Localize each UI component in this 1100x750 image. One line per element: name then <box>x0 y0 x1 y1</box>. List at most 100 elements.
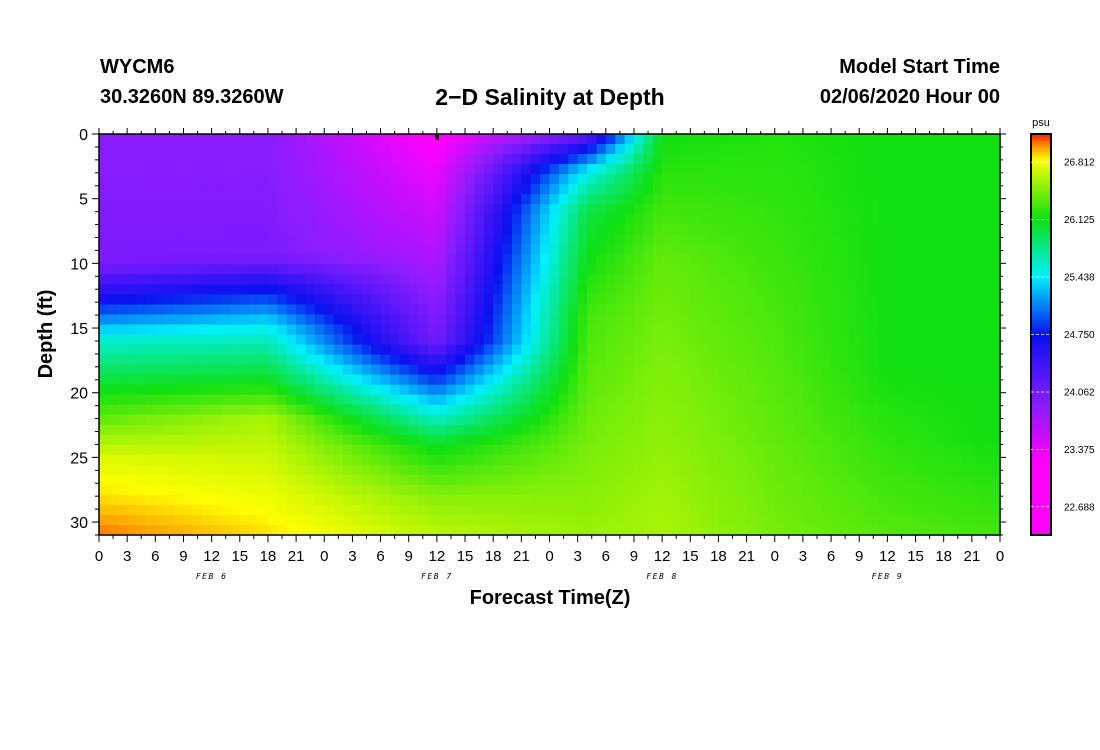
heatmap-cell <box>361 244 372 255</box>
heatmap-cell <box>990 444 1001 456</box>
heatmap-cell <box>746 404 757 416</box>
heatmap-cell <box>305 244 316 255</box>
heatmap-cell <box>493 424 504 436</box>
heatmap-cell <box>934 294 945 306</box>
heatmap-cell <box>483 504 494 516</box>
heatmap-cell <box>699 444 710 456</box>
heatmap-cell <box>324 374 335 386</box>
heatmap-cell <box>596 354 607 366</box>
heatmap-cell <box>183 154 194 165</box>
heatmap-cell <box>924 524 935 536</box>
heatmap-cell <box>587 274 598 285</box>
heatmap-cell <box>136 364 147 376</box>
heatmap-cell <box>709 134 720 145</box>
heatmap-cell <box>633 144 644 155</box>
heatmap-cell <box>108 474 119 486</box>
heatmap-cell <box>127 364 138 376</box>
heatmap-cell <box>343 174 354 185</box>
heatmap-cell <box>896 194 907 205</box>
heatmap-cell <box>802 344 813 356</box>
heatmap-cell <box>343 474 354 486</box>
heatmap-cell <box>249 524 260 536</box>
colorbar-segment <box>1031 467 1051 471</box>
heatmap-cell <box>643 164 654 175</box>
heatmap-cell <box>221 504 231 516</box>
heatmap-cell <box>990 414 1001 426</box>
heatmap-cell <box>333 414 344 426</box>
heatmap-cell <box>962 264 973 275</box>
heatmap-cell <box>343 464 354 476</box>
heatmap-cell <box>680 434 691 446</box>
heatmap-cell <box>418 254 429 265</box>
heatmap-cell <box>249 264 260 275</box>
heatmap-cell <box>127 494 138 506</box>
heatmap-cell <box>192 284 203 295</box>
heatmap-cell <box>239 474 250 486</box>
heatmap-cell <box>136 254 147 265</box>
heatmap-cell <box>868 154 879 165</box>
heatmap-cell <box>690 214 701 225</box>
heatmap-cell <box>605 254 616 265</box>
heatmap-cell <box>221 474 231 486</box>
heatmap-cell <box>408 154 419 165</box>
heatmap-cell <box>746 414 757 426</box>
heatmap-cell <box>258 404 269 416</box>
heatmap-cell <box>202 334 213 346</box>
heatmap-cell <box>596 384 607 396</box>
heatmap-cell <box>361 434 372 446</box>
heatmap-cell <box>633 344 644 356</box>
heatmap-cell <box>755 254 766 265</box>
colorbar-segment <box>1031 369 1051 373</box>
heatmap-cell <box>793 524 804 536</box>
heatmap-cell <box>343 364 354 376</box>
heatmap-cell <box>662 234 673 245</box>
heatmap-cell <box>530 434 541 446</box>
heatmap-cell <box>718 344 729 356</box>
heatmap-cell <box>643 474 654 486</box>
heatmap-cell <box>680 274 691 285</box>
heatmap-cell <box>577 134 588 145</box>
heatmap-cell <box>371 464 382 476</box>
heatmap-cell <box>596 294 607 306</box>
heatmap-cell <box>361 214 372 225</box>
heatmap-cell <box>953 244 964 255</box>
heatmap-cell <box>117 164 128 175</box>
heatmap-cell <box>521 514 532 526</box>
heatmap-cell <box>953 524 964 536</box>
heatmap-cell <box>436 214 447 225</box>
heatmap-cell <box>465 234 476 245</box>
heatmap-cell <box>389 164 400 175</box>
heatmap-cell <box>324 204 335 215</box>
heatmap-cell <box>352 424 363 436</box>
heatmap-cell <box>230 144 241 155</box>
heatmap-cell <box>221 274 231 285</box>
colorbar-segment <box>1031 256 1051 260</box>
x-tick-label: 0 <box>771 548 779 565</box>
heatmap-cell <box>568 174 579 185</box>
heatmap-cell <box>587 394 598 406</box>
heatmap-cell <box>671 334 682 346</box>
heatmap-cell <box>859 484 870 496</box>
heatmap-cell <box>671 414 682 426</box>
heatmap-cell <box>530 494 541 506</box>
heatmap-cell <box>981 304 992 316</box>
heatmap-cell <box>361 504 372 516</box>
heatmap-cell <box>859 284 870 295</box>
heatmap-cell <box>615 504 626 516</box>
heatmap-cell <box>887 224 898 235</box>
heatmap-cell <box>305 364 316 376</box>
heatmap-cell <box>267 164 278 175</box>
heatmap-cell <box>221 404 231 416</box>
heatmap-cell <box>868 454 879 466</box>
heatmap-cell <box>596 284 607 295</box>
heatmap-cell <box>671 164 682 175</box>
heatmap-cell <box>577 494 588 506</box>
heatmap-cell <box>389 524 400 536</box>
heatmap-cell <box>202 204 213 215</box>
heatmap-cell <box>615 134 626 145</box>
heatmap-cell <box>990 314 1001 326</box>
heatmap-cell <box>277 364 288 376</box>
heatmap-cell <box>727 434 738 446</box>
heatmap-cell <box>136 474 147 486</box>
heatmap-cell <box>286 254 297 265</box>
